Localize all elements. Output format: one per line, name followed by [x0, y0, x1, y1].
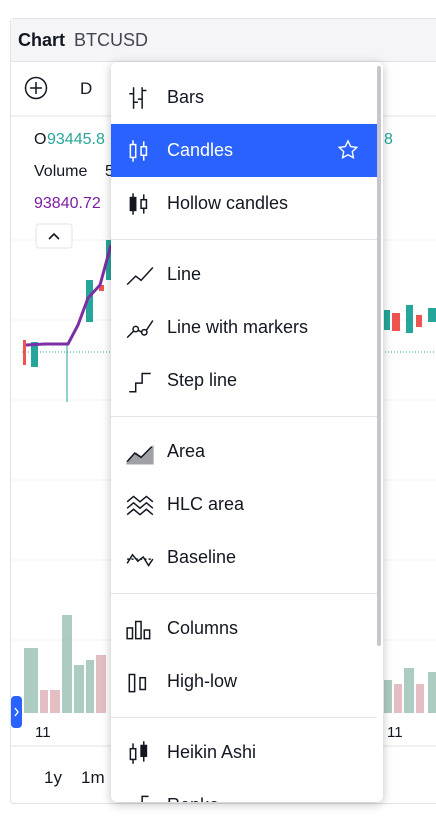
volume-label: Volume: [34, 163, 88, 180]
open-value: 93445.8: [47, 131, 105, 148]
menu-item-label: Candles: [167, 140, 234, 160]
interval[interactable]: D: [80, 79, 93, 98]
item-icon: [126, 444, 154, 465]
menu-item[interactable]: HLC area: [111, 478, 377, 531]
side-toggle[interactable]: [11, 696, 22, 728]
menu-divider: [111, 717, 377, 718]
date-label: 11: [387, 724, 403, 741]
menu-item[interactable]: High-low: [111, 655, 377, 708]
item-icon: [129, 140, 148, 162]
menu-item[interactable]: Baseline: [111, 531, 377, 584]
range-button[interactable]: 1y: [44, 768, 62, 787]
menu-item-label: HLC area: [167, 494, 245, 514]
item-icon: [129, 372, 151, 393]
menu-item-label: Columns: [167, 618, 239, 638]
item-icon: [126, 495, 154, 516]
menu-item-label: Line: [167, 264, 202, 284]
range-button[interactable]: 1m: [81, 768, 105, 787]
menu-item-label: Hollow candles: [167, 193, 289, 213]
menu-item[interactable]: Heikin Ashi: [111, 726, 377, 779]
volume-bars: [24, 615, 436, 713]
menu-item-label: Baseline: [167, 547, 237, 567]
item-icon: [126, 553, 154, 567]
scrollbar[interactable]: [377, 66, 381, 646]
item-icon: [129, 193, 148, 215]
item-icon: [129, 741, 148, 764]
menu-item-label: High-low: [167, 671, 238, 691]
item-icon: [126, 620, 151, 640]
menu-item[interactable]: Columns: [111, 602, 377, 655]
chart-frame: [10, 18, 436, 804]
favorite-star[interactable]: [337, 139, 359, 161]
menu-item-label: Renko: [167, 795, 219, 802]
item-icon: [128, 673, 147, 693]
menu-item-label: Step line: [167, 370, 238, 390]
menu-divider: [111, 239, 377, 240]
menu-item[interactable]: Line: [111, 248, 377, 301]
menu-item-label: Line with markers: [167, 317, 309, 337]
item-icon: [141, 795, 149, 802]
price: 93840.72: [34, 195, 101, 212]
item-icon: [126, 266, 154, 286]
candles: [23, 240, 436, 402]
volume-value: 5: [105, 163, 114, 180]
open-label: O: [34, 131, 47, 148]
open-value-right: 8: [384, 131, 393, 148]
header: [11, 19, 436, 62]
menu-item[interactable]: Area: [111, 425, 377, 478]
date-label: 11: [35, 724, 51, 741]
menu-item[interactable]: Line with markers: [111, 301, 377, 354]
item-icon: [126, 320, 154, 339]
menu-item[interactable]: Hollow candles: [111, 177, 377, 230]
menu-item-label: Heikin Ashi: [167, 742, 257, 762]
collapse-button[interactable]: [35, 223, 73, 249]
chart-type-menu: Bars Candles Hollow candles Line Line with m…: [111, 62, 383, 802]
menu-divider: [111, 593, 377, 594]
header-title: Chart: [18, 30, 66, 50]
header-symbol: BTCUSD: [74, 30, 149, 50]
menu-item[interactable]: Bars: [111, 71, 377, 124]
menu-item-label: Bars: [167, 87, 205, 107]
menu-divider: [111, 416, 377, 417]
menu-item[interactable]: Renko: [111, 779, 377, 802]
item-icon: [129, 87, 147, 109]
add-icon[interactable]: [24, 76, 48, 100]
menu-item[interactable]: Candles: [111, 124, 377, 177]
menu-item[interactable]: Step line: [111, 354, 377, 407]
menu-item-label: Area: [167, 441, 206, 461]
